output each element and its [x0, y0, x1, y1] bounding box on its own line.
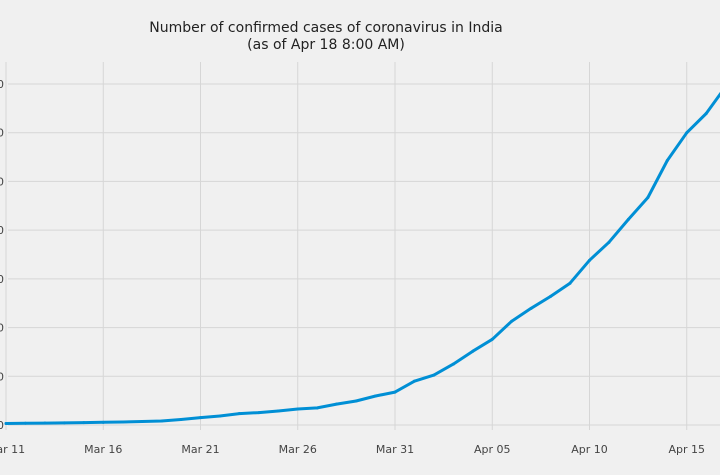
y-tick-label: 10000	[0, 175, 4, 188]
chart-title: Number of confirmed cases of coronavirus…	[0, 20, 652, 54]
x-tick-label: Mar 11	[0, 443, 25, 456]
y-tick-label: 4000	[0, 322, 4, 335]
data-point	[432, 373, 436, 377]
data-point	[296, 407, 300, 411]
data-point	[510, 319, 514, 323]
y-tick-label: 2000	[0, 370, 4, 383]
data-point	[121, 420, 125, 424]
subtitle-line: (as of Apr 18 8:00 AM)	[247, 37, 405, 53]
data-point	[374, 394, 378, 398]
data-point	[490, 337, 494, 341]
data-point	[43, 421, 47, 425]
data-point	[160, 419, 164, 423]
data-point	[140, 419, 144, 423]
data-point	[568, 281, 572, 285]
data-point	[665, 158, 669, 162]
y-tick-label: 6000	[0, 273, 4, 286]
data-point	[412, 379, 416, 383]
data-point	[451, 362, 455, 366]
title-line: Number of confirmed cases of coronavirus…	[149, 20, 503, 36]
data-point	[4, 422, 8, 426]
data-point	[257, 411, 261, 415]
data-point	[62, 421, 66, 425]
data-point	[607, 240, 611, 244]
data-point	[549, 294, 553, 298]
y-tick-label: 14000	[0, 78, 4, 91]
x-tick-label: Apr 15	[668, 443, 705, 456]
data-point	[626, 217, 630, 221]
data-point	[101, 420, 105, 424]
data-point	[218, 414, 222, 418]
x-tick-label: Mar 31	[376, 443, 414, 456]
data-point	[82, 421, 86, 425]
data-point	[471, 349, 475, 353]
y-tick-label: 8000	[0, 224, 4, 237]
data-point	[276, 409, 280, 413]
x-tick-label: Mar 26	[279, 443, 317, 456]
x-tick-label: Apr 10	[571, 443, 608, 456]
data-point	[23, 421, 27, 425]
data-point	[237, 412, 241, 416]
data-point	[646, 196, 650, 200]
data-point	[704, 111, 708, 115]
data-point	[179, 418, 183, 422]
series-line-confirmed-cases	[4, 91, 720, 425]
x-tick-label: Mar 16	[84, 443, 122, 456]
data-point	[335, 402, 339, 406]
y-tick-label: 12000	[0, 127, 4, 140]
y-tick-label: 0	[0, 419, 4, 432]
data-point	[199, 416, 202, 420]
data-point	[685, 131, 689, 135]
x-tick-label: Mar 21	[181, 443, 219, 456]
data-point	[393, 390, 397, 394]
data-point	[315, 406, 319, 410]
data-point	[354, 399, 358, 403]
data-point	[588, 258, 591, 262]
x-tick-label: Apr 05	[474, 443, 511, 456]
data-point	[529, 306, 533, 310]
